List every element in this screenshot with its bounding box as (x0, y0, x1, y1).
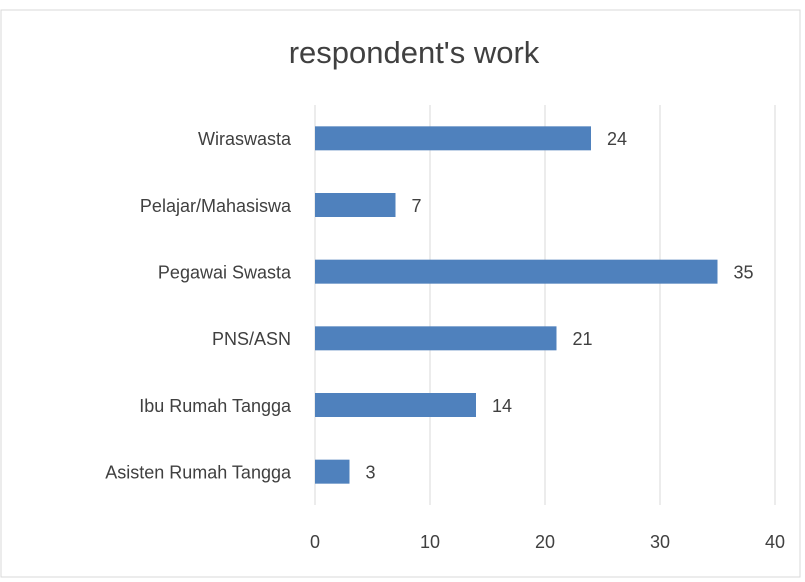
y-tick-label: Ibu Rumah Tangga (139, 396, 292, 416)
bar (315, 326, 557, 351)
x-tick-label: 20 (535, 532, 555, 552)
chart-title: respondent's work (289, 35, 540, 70)
value-label: 3 (366, 462, 376, 482)
y-tick-label: Pelajar/Mahasiswa (140, 196, 292, 216)
value-label: 14 (492, 396, 512, 416)
y-tick-label: Pegawai Swasta (158, 262, 292, 282)
bar (315, 459, 350, 484)
value-label: 21 (573, 329, 593, 349)
value-label: 7 (412, 196, 422, 216)
value-label: 24 (607, 129, 627, 149)
y-tick-label: Asisten Rumah Tangga (105, 462, 292, 482)
x-tick-label: 30 (650, 532, 670, 552)
y-tick-label: Wiraswasta (198, 129, 292, 149)
value-label: 35 (734, 262, 754, 282)
bar (315, 259, 718, 284)
bar (315, 126, 591, 151)
x-tick-label: 0 (310, 532, 320, 552)
x-tick-label: 10 (420, 532, 440, 552)
y-tick-label: PNS/ASN (212, 329, 291, 349)
chart-frame (0, 9, 801, 578)
bar (315, 393, 476, 417)
bar (315, 193, 396, 217)
x-tick-label: 40 (765, 532, 785, 552)
